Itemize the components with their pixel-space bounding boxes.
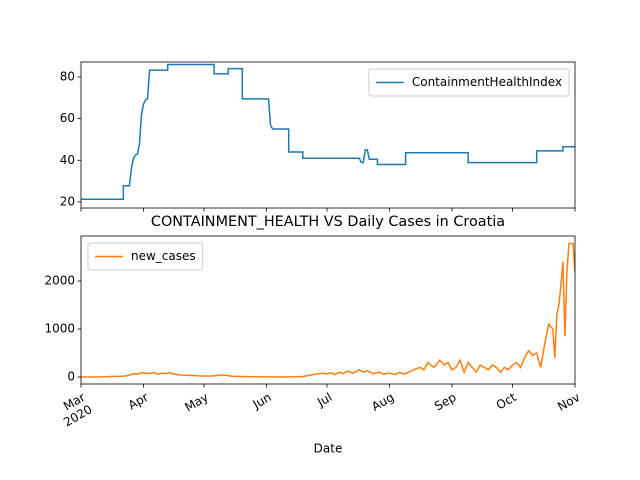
legend-box — [87, 242, 204, 271]
legend-label: new_cases — [131, 249, 196, 263]
y-tick-label: 80 — [60, 69, 75, 83]
axes-frame — [80, 235, 576, 385]
y-tick-label: 0 — [67, 369, 75, 383]
y-tick-label: 60 — [60, 111, 75, 125]
y-tick-label: 40 — [60, 153, 75, 167]
y-tick-label: 20 — [60, 194, 75, 208]
legend-label: ContainmentHealthIndex — [412, 75, 562, 89]
series-line — [81, 242, 575, 378]
legend-box — [368, 68, 570, 97]
chart-title: CONTAINMENT_HEALTH VS Daily Cases in Cro… — [151, 214, 505, 230]
series-line — [81, 63, 575, 200]
y-tick-label: 2000 — [44, 273, 75, 287]
y-tick-label: 1000 — [44, 321, 75, 335]
x-axis-label: Date — [314, 442, 343, 456]
axes-frame — [80, 61, 576, 209]
